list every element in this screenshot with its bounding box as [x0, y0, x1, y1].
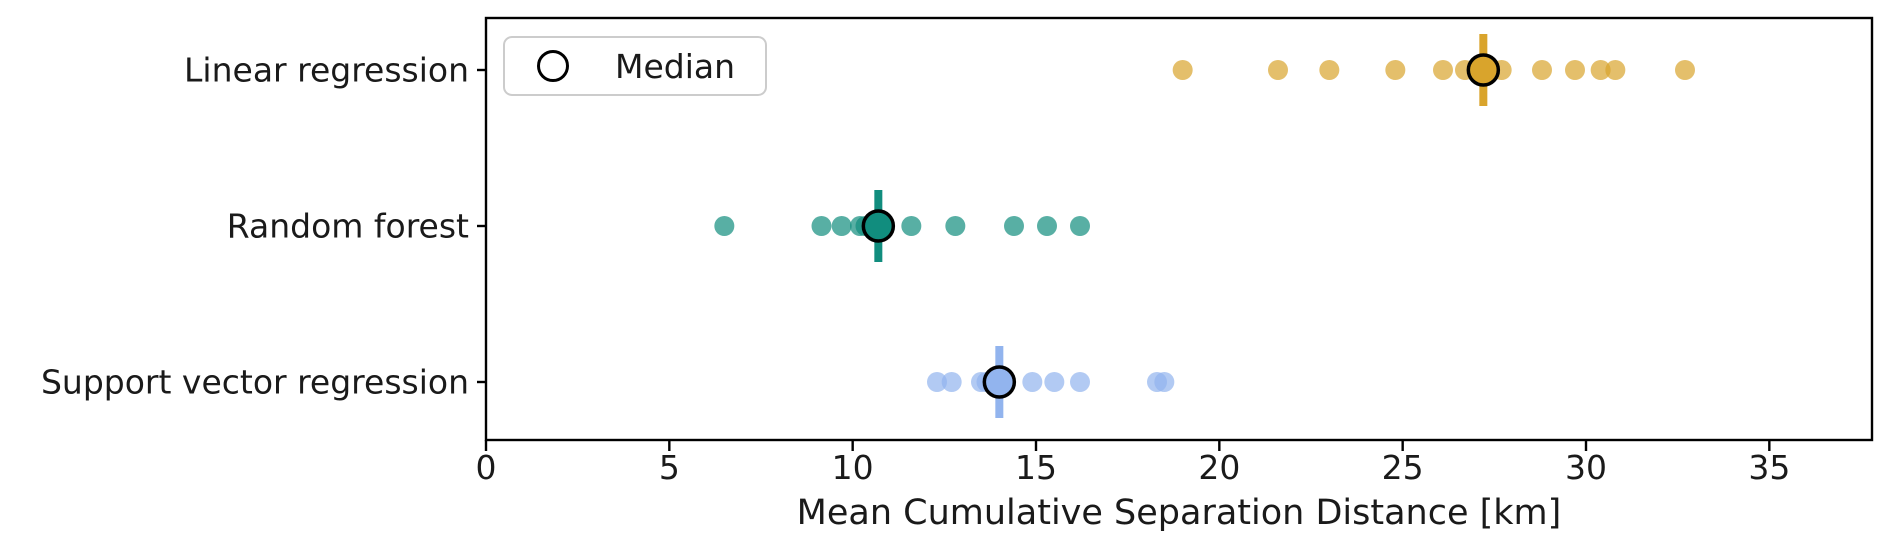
- x-axis-tick-label: 15: [1015, 448, 1057, 487]
- data-point: [1532, 60, 1552, 80]
- series-1: [1172, 34, 1695, 106]
- y-axis-category-label: Random forest: [227, 207, 469, 246]
- x-axis-tick-label: 5: [659, 448, 680, 487]
- data-point: [941, 372, 962, 392]
- median-marker: [1466, 53, 1501, 87]
- data-point: [714, 216, 735, 236]
- median-open-circle-icon: [537, 50, 569, 82]
- data-point: [1070, 216, 1090, 236]
- data-point: [1565, 60, 1585, 80]
- data-point: [1268, 60, 1288, 80]
- data-point: [1004, 216, 1024, 236]
- data-point: [1675, 60, 1695, 80]
- series-3: [927, 346, 1175, 418]
- median-marker: [861, 209, 896, 243]
- data-point: [927, 372, 947, 392]
- data-point: [1154, 372, 1175, 392]
- data-point: [901, 216, 922, 236]
- data-point: [1385, 60, 1406, 80]
- data-point: [1172, 60, 1193, 80]
- data-point: [811, 216, 832, 236]
- series-2: [714, 190, 1090, 262]
- x-axis-tick-label: 0: [476, 448, 497, 487]
- x-axis-tick-label: 10: [832, 448, 874, 487]
- data-point: [1022, 372, 1043, 392]
- y-axis-category-label: Linear regression: [184, 51, 469, 90]
- data-point: [1070, 372, 1090, 392]
- x-axis-tick-label: 20: [1198, 448, 1240, 487]
- data-point: [1590, 60, 1611, 80]
- x-axis-title: Mean Cumulative Separation Distance [km]: [797, 493, 1562, 533]
- y-axis-category-label: Support vector regression: [41, 363, 469, 402]
- data-point: [831, 216, 852, 236]
- x-axis-tick-label: 25: [1382, 448, 1424, 487]
- x-axis-tick-label: 35: [1748, 448, 1790, 487]
- data-point: [1319, 60, 1340, 80]
- data-point: [1037, 216, 1057, 236]
- data-point: [1433, 60, 1453, 80]
- data-point: [945, 216, 966, 236]
- legend-label: Median: [615, 46, 736, 86]
- legend: Median: [503, 36, 768, 96]
- data-point: [1044, 372, 1065, 392]
- plot-border: [484, 16, 1874, 442]
- x-axis-tick-label: 30: [1565, 448, 1607, 487]
- median-marker: [982, 365, 1017, 399]
- data-point: [1605, 60, 1626, 80]
